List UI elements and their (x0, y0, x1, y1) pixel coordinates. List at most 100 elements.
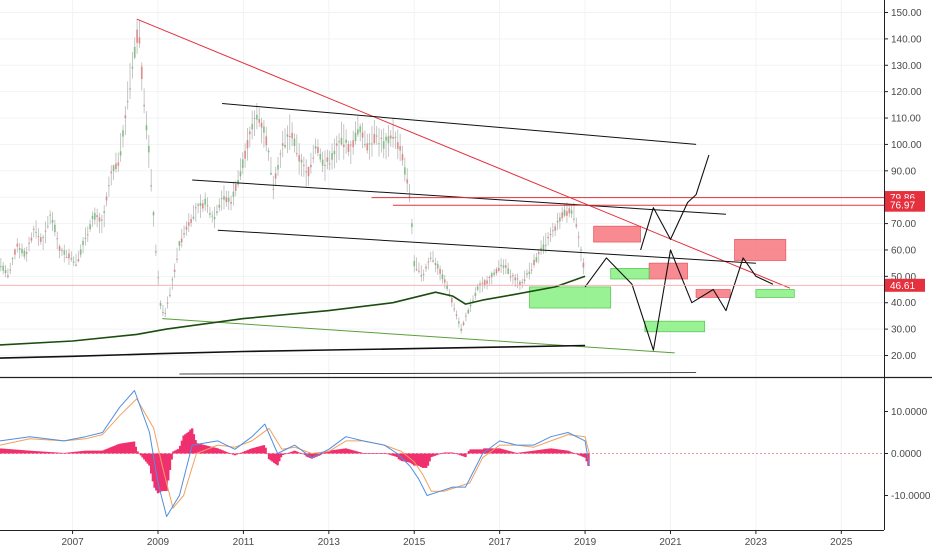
candle-body (143, 104, 146, 107)
macd-histogram-bar (165, 453, 168, 491)
candle-body (427, 261, 430, 263)
macd-histogram-bar (114, 445, 117, 454)
price-tag-label: 76.97 (890, 201, 915, 212)
macd-histogram-bar (450, 452, 454, 454)
macd-histogram-bar (539, 449, 542, 454)
macd-histogram-bar (199, 444, 202, 454)
macd-histogram-bar (546, 448, 549, 454)
macd-histogram-bar (276, 453, 279, 466)
macd-histogram-bar (93, 450, 97, 454)
candle-body (253, 117, 256, 119)
macd-histogram-bar (6, 448, 9, 454)
candle-body (277, 165, 279, 170)
candle-body (103, 211, 106, 213)
macd-histogram-bar (500, 448, 503, 454)
macd-histogram-bar (553, 448, 556, 454)
candle-body (528, 271, 531, 275)
candle-body (220, 198, 223, 200)
candle-body (460, 328, 463, 331)
macd-histogram-bar (146, 453, 149, 464)
candle-body (75, 264, 77, 266)
macd-histogram-bar (305, 453, 308, 457)
macd-histogram-bar (515, 452, 518, 454)
bull-zone (610, 268, 650, 280)
macd-histogram-bar (279, 453, 283, 458)
macd-histogram-bar (411, 453, 414, 465)
macd-histogram-bar (353, 450, 356, 454)
candle-body (107, 185, 110, 187)
candle-body (100, 219, 103, 221)
macd-histogram-bar (161, 453, 165, 491)
macd-histogram-bar (194, 440, 197, 454)
macd-histogram-bar (175, 449, 178, 454)
candle-body (382, 141, 385, 149)
macd-histogram-bar (235, 453, 238, 455)
candle-body (42, 237, 45, 239)
macd-histogram-bar (332, 449, 336, 454)
candle-body (112, 165, 115, 171)
time-tick-label: 2025 (830, 537, 853, 548)
macd-histogram-bar (115, 444, 119, 454)
candle-body (446, 284, 449, 289)
macd-histogram-bar (35, 451, 38, 454)
forecast-path (640, 154, 710, 251)
macd-histogram-bar (443, 452, 447, 454)
macd-histogram-bar (571, 452, 575, 454)
macd-histogram-bar (481, 449, 484, 454)
macd-histogram-bar (139, 453, 143, 456)
macd-histogram-bar (313, 453, 317, 458)
candle-body (448, 293, 451, 295)
macd-histogram-bar (144, 453, 148, 462)
candle-body (173, 269, 176, 272)
macd-histogram-bar (349, 449, 353, 454)
macd-histogram-bar (339, 449, 342, 454)
candle-body (425, 266, 427, 269)
macd-histogram-bar (286, 453, 290, 454)
macd-histogram-bar (395, 453, 399, 458)
macd-histogram-bar (57, 452, 61, 454)
price-tag-bg (885, 278, 925, 292)
macd-histogram-bar (134, 446, 138, 454)
candle-body (190, 218, 193, 223)
macd-histogram-bar (250, 448, 254, 454)
macd-histogram-bar (549, 448, 553, 454)
price-tick-label: 120.00 (891, 87, 922, 98)
macd-histogram-bar (76, 451, 79, 454)
macd-histogram-bar (170, 453, 173, 460)
trendline (222, 103, 697, 145)
macd-histogram-bar (173, 450, 177, 454)
macd-histogram-bar (505, 450, 508, 454)
macd-histogram-bar (293, 450, 296, 454)
candle-body (211, 215, 214, 217)
macd-histogram-bar (284, 453, 288, 455)
macd-histogram-bar (261, 445, 264, 454)
macd-histogram-bar (182, 435, 185, 454)
macd-histogram-bar (370, 452, 373, 454)
macd-histogram-bar (71, 452, 74, 454)
candle-body (232, 191, 235, 197)
macd-histogram-bar (45, 451, 49, 454)
candle-body (389, 135, 392, 139)
candle-body (495, 269, 498, 274)
candle-body (185, 226, 188, 230)
candle-body (535, 257, 538, 262)
candle-body (28, 242, 30, 244)
macd-histogram-bar (231, 453, 235, 455)
macd-histogram-bar (336, 449, 339, 454)
macd-histogram-bar (390, 453, 394, 456)
candle-body (321, 159, 324, 166)
macd-histogram-bar (240, 452, 243, 454)
macd-histogram-bar (433, 453, 436, 456)
macd-histogram-bar (542, 449, 546, 454)
candle-body (443, 279, 446, 283)
candle-body (244, 150, 247, 159)
macd-histogram-bar (559, 449, 563, 454)
candle-body (204, 198, 207, 205)
candle-body (84, 237, 87, 239)
macd-histogram-bar (554, 449, 558, 454)
candle-body (375, 135, 378, 137)
macd-histogram-bar (442, 452, 445, 454)
candle-body (549, 233, 552, 235)
candle-body (380, 138, 383, 140)
candle-body (44, 230, 47, 232)
